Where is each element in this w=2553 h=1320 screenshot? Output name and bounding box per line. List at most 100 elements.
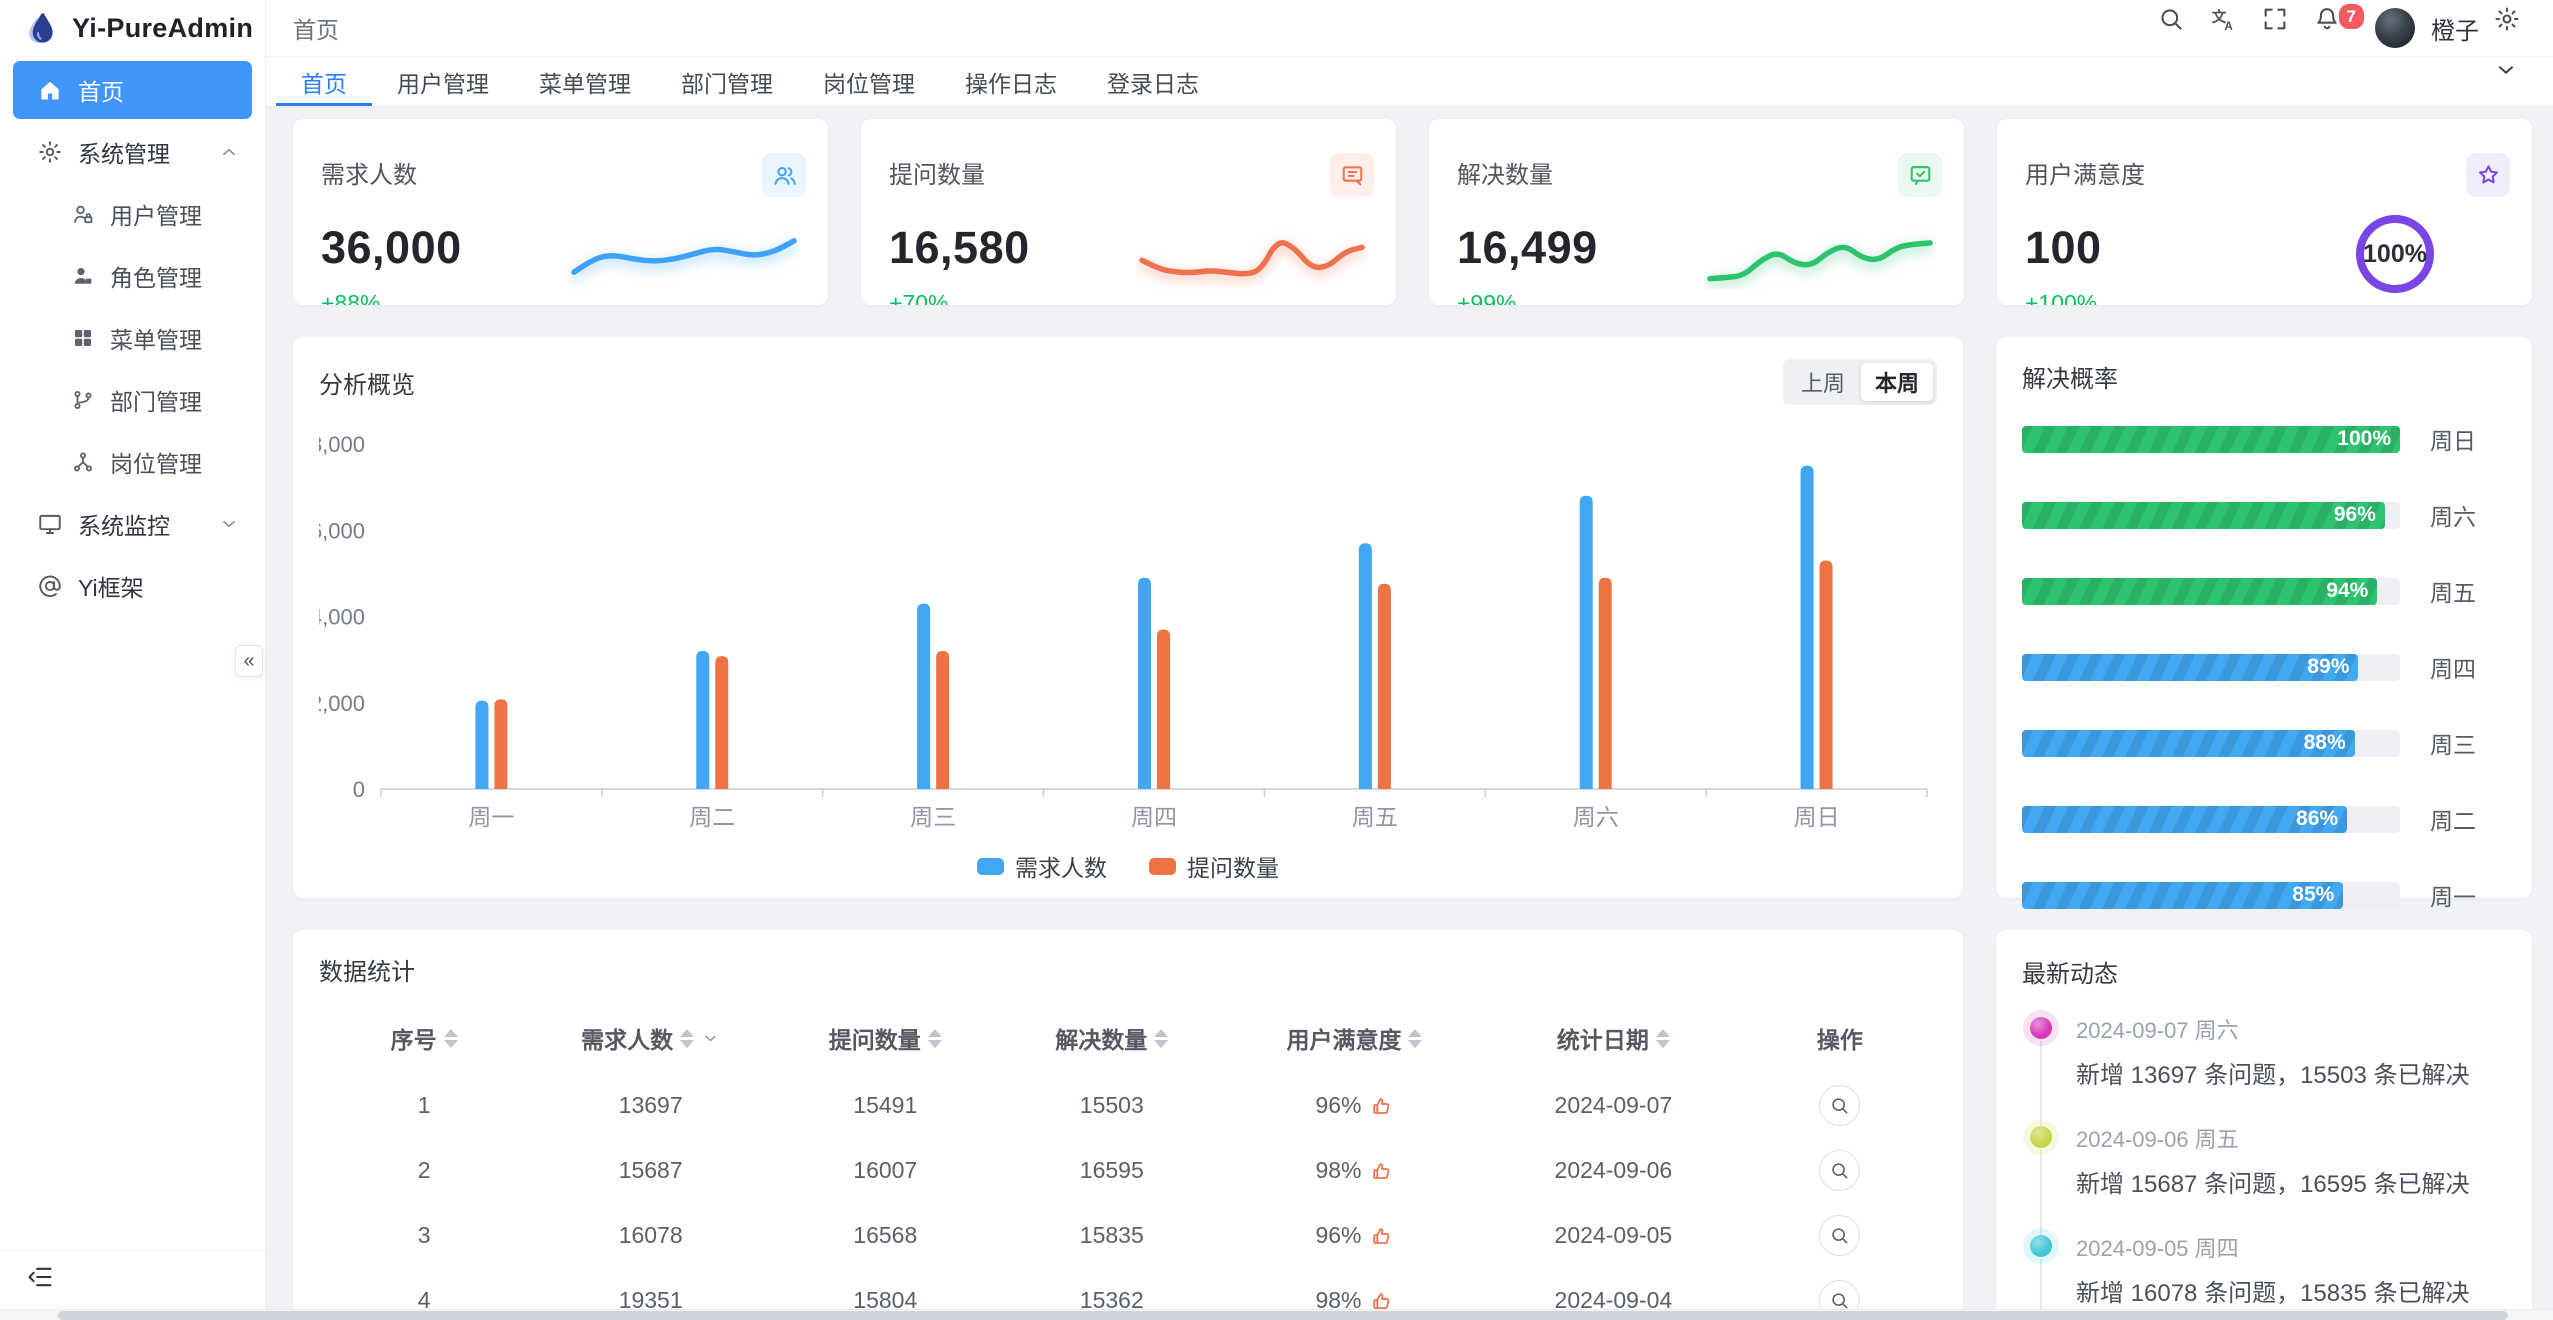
progress-fill: 86% (2022, 805, 2348, 833)
row-view-button[interactable] (1819, 1085, 1861, 1126)
chevron-up-icon (218, 141, 240, 163)
cell-date: 2024-09-05 (1554, 1222, 1673, 1248)
sort-asc-icon[interactable] (1408, 1028, 1423, 1037)
sidebar-item-首页[interactable]: 首页 (13, 61, 252, 119)
progress-percent: 94% (2326, 579, 2369, 602)
sidebar-item-角色管理[interactable]: 角色管理 (13, 247, 252, 305)
legend-提问数量[interactable]: 提问数量 (1149, 849, 1279, 883)
tab-岗位管理[interactable]: 岗位管理 (823, 70, 915, 97)
tab-首页[interactable]: 首页 (276, 57, 372, 106)
sort-asc-icon[interactable] (680, 1028, 695, 1037)
tab-登录日志[interactable]: 登录日志 (1107, 70, 1199, 97)
sidebar-item-部门管理[interactable]: 部门管理 (13, 371, 252, 429)
tab-菜单管理[interactable]: 菜单管理 (539, 70, 631, 97)
content-area: 需求人数 36,000 +88% 提问数量 16,580 +70% 解决数量 16,499 +9… (266, 107, 2553, 1320)
solve-rate-row: 88% 周三 (2022, 726, 2506, 760)
row-view-button[interactable] (1819, 1150, 1861, 1191)
cell-satisfaction: 96% (1225, 1203, 1484, 1268)
sidebar-item-用户管理[interactable]: 用户管理 (13, 185, 252, 243)
sort-asc-icon[interactable] (927, 1028, 942, 1037)
sort-carets-icon[interactable] (927, 1028, 942, 1048)
sort-carets-icon[interactable] (1408, 1028, 1423, 1048)
progress-day-label: 周日 (2430, 428, 2476, 454)
fullscreen-icon[interactable] (2261, 5, 2307, 51)
sidebar-item-系统管理[interactable]: 系统管理 (13, 123, 252, 181)
chart-legend: 需求人数 提问数量 (293, 849, 1963, 883)
column-header-需求人数[interactable]: 需求人数 (529, 1005, 772, 1073)
legend-需求人数[interactable]: 需求人数 (977, 849, 1107, 883)
tab-部门管理[interactable]: 部门管理 (681, 70, 773, 97)
svg-text:2,000: 2,000 (319, 691, 365, 716)
horizontal-scrollbar[interactable] (0, 1309, 2553, 1320)
chevron-down-icon (2493, 57, 2553, 106)
sort-desc-icon[interactable] (1655, 1039, 1670, 1048)
sort-desc-icon[interactable] (1408, 1039, 1423, 1048)
menu-fold-icon[interactable] (26, 1263, 54, 1296)
search-icon[interactable] (2157, 5, 2203, 51)
column-label: 操作 (1816, 1027, 1863, 1053)
column-header-inner[interactable]: 解决数量 (1055, 1021, 1169, 1055)
sort-carets-icon[interactable] (443, 1028, 458, 1048)
legend-swatch (977, 857, 1004, 875)
satisfaction-wrap: 98% (1315, 1157, 1393, 1184)
column-header-inner[interactable]: 统计日期 (1557, 1021, 1670, 1055)
thumb-up-icon (1370, 1159, 1394, 1183)
progress-day-label: 周四 (2430, 656, 2476, 682)
sidebar-item-系统监控[interactable]: 系统监控 (13, 495, 252, 553)
column-header-解决数量[interactable]: 解决数量 (999, 1005, 1226, 1073)
legend-label: 需求人数 (1015, 855, 1107, 881)
sort-carets-icon[interactable] (1154, 1028, 1169, 1048)
sort-desc-icon[interactable] (443, 1039, 458, 1048)
solve-rate-title: 解决概率 (2022, 366, 2118, 393)
column-header-统计日期[interactable]: 统计日期 (1484, 1005, 1743, 1073)
sort-asc-icon[interactable] (443, 1028, 458, 1037)
sort-asc-icon[interactable] (1655, 1028, 1670, 1037)
sort-asc-icon[interactable] (1154, 1028, 1169, 1037)
sidebar-menu: 首页 系统管理 用户管理 角色管理菜单管理部门管理 岗位管理 系统监控 Yi框架 (0, 57, 265, 1250)
avatar[interactable] (2375, 8, 2415, 48)
sort-carets-icon[interactable] (1655, 1028, 1670, 1048)
column-label: 需求人数 (581, 1027, 674, 1053)
settings-gear-icon[interactable] (2493, 5, 2539, 51)
home-icon (37, 77, 63, 103)
sidebar-item-label: 菜单管理 (110, 327, 202, 353)
column-label: 序号 (390, 1027, 437, 1053)
row-view-button[interactable] (1819, 1215, 1861, 1256)
tab-more-chevron-icon[interactable] (2493, 57, 2553, 106)
cell-demand: 15687 (618, 1157, 683, 1183)
toggle-本周[interactable]: 本周 (1860, 363, 1933, 401)
tab-操作日志[interactable]: 操作日志 (965, 70, 1057, 97)
sort-desc-icon[interactable] (680, 1039, 695, 1048)
scrollbar-thumb[interactable] (58, 1311, 2508, 1320)
column-header-提问数量[interactable]: 提问数量 (772, 1005, 999, 1073)
svg-text:周六: 周六 (1573, 804, 1619, 830)
column-header-inner[interactable]: 提问数量 (829, 1021, 942, 1055)
toggle-上周[interactable]: 上周 (1787, 363, 1859, 401)
sidebar-item-Yi框架[interactable]: Yi框架 (13, 557, 252, 615)
week-toggle: 上周 本周 (1782, 359, 1937, 405)
column-header-用户满意度[interactable]: 用户满意度 (1225, 1005, 1484, 1073)
progress-fill: 94% (2022, 577, 2378, 605)
bell-icon[interactable]: 7 (2313, 2, 2366, 51)
column-header-inner[interactable]: 需求人数 (581, 1021, 720, 1055)
column-header-inner[interactable]: 用户满意度 (1286, 1021, 1423, 1055)
sidebar-item-菜单管理[interactable]: 菜单管理 (13, 309, 252, 367)
cell-index: 2 (417, 1157, 431, 1183)
satisfaction-wrap: 98% (1315, 1287, 1393, 1314)
sidebar-item-岗位管理[interactable]: 岗位管理 (13, 433, 252, 491)
sidebar-collapse-button[interactable]: « (235, 645, 263, 677)
sort-desc-icon[interactable] (1154, 1039, 1169, 1048)
sort-carets-icon[interactable] (680, 1028, 695, 1048)
tab-用户管理[interactable]: 用户管理 (397, 70, 489, 97)
sort-desc-icon[interactable] (927, 1039, 942, 1048)
filter-chevron-icon[interactable] (701, 1029, 720, 1048)
progress-day-label: 周五 (2430, 580, 2476, 606)
column-header-序号[interactable]: 序号 (319, 1005, 529, 1073)
progress-day-label: 周六 (2430, 504, 2476, 530)
progress-day-label: 周一 (2430, 884, 2476, 910)
column-header-inner[interactable]: 序号 (391, 1021, 458, 1055)
legend-label: 提问数量 (1187, 855, 1279, 881)
cell-question: 15491 (853, 1092, 918, 1118)
progress-track: 89% (2022, 653, 2400, 681)
